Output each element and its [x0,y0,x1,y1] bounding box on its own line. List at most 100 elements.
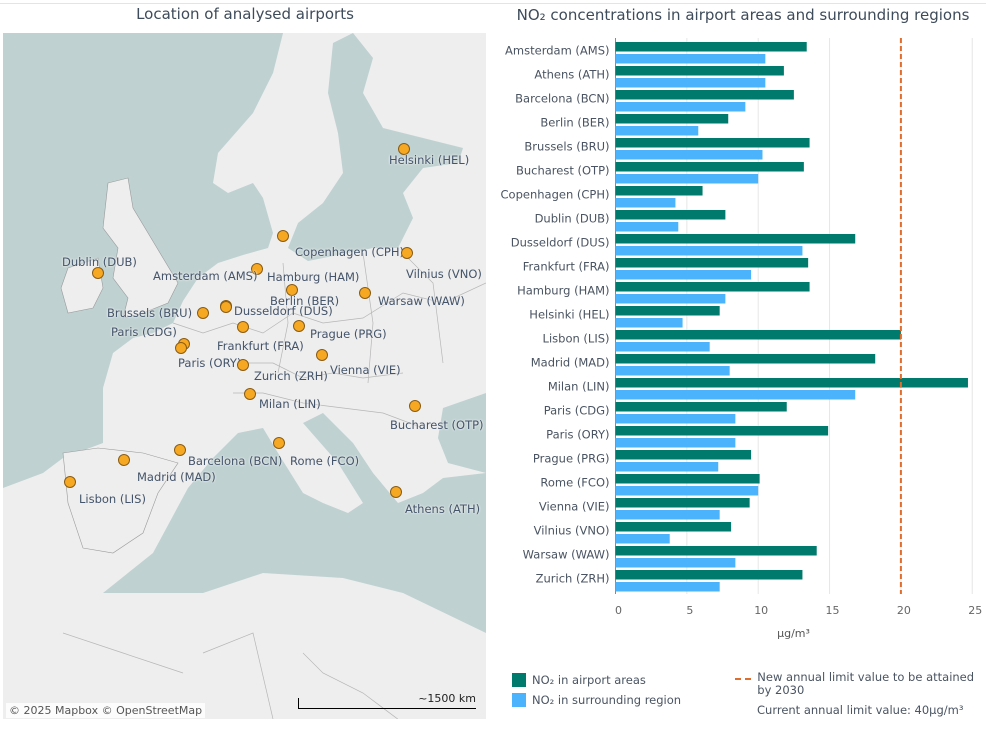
airport-marker[interactable] [237,321,249,333]
bar-airport [615,210,726,220]
airport-marker[interactable] [277,230,289,242]
airport-label: Warsaw (WAW) [378,294,465,308]
legend-swatch-airport [512,673,526,687]
airport-marker[interactable] [92,267,104,279]
bar-airport [615,162,804,172]
airport-marker[interactable] [401,247,413,259]
category-label: Dublin (DUB) [535,212,610,226]
bar-airport [615,330,901,340]
bar-region [615,390,856,400]
bar-airport [615,378,968,388]
map-scale-bar: ~1500 km [298,692,476,709]
category-label: Hamburg (HAM) [517,284,609,298]
legend-label-airport: NO₂ in airport areas [532,673,646,687]
airport-label: Dublin (DUB) [62,255,137,269]
land-iberia [62,447,179,554]
bar-region [615,318,683,328]
bar-region [615,150,763,160]
airport-marker[interactable] [273,437,285,449]
bar-region [615,198,676,208]
airport-marker[interactable] [220,301,232,313]
category-label: Warsaw (WAW) [523,548,610,562]
airport-marker[interactable] [409,400,421,412]
bar-airport [615,114,729,124]
airport-marker[interactable] [175,342,187,354]
airport-label: Dusseldorf (DUS) [234,304,333,318]
bar-airport [615,306,720,316]
map-title: Location of analysed airports [136,5,354,23]
airport-marker[interactable] [359,287,371,299]
airport-map[interactable]: Helsinki (HEL) Copenhagen (CPH) Vilnius (V… [3,33,486,719]
legend-item-region[interactable]: NO₂ in surrounding region [512,690,681,710]
category-label: Vilnius (VNO) [534,524,610,538]
airport-marker[interactable] [244,388,256,400]
bar-airport [615,138,810,148]
category-label: Athens (ATH) [534,68,609,82]
map-basemap [3,33,486,719]
bar-region [615,438,736,448]
top-divider [0,3,986,4]
x-axis-label: µg/m³ [777,627,810,640]
airport-label: Rome (FCO) [290,454,360,468]
bar-region [615,486,759,496]
bar-airport [615,570,803,580]
bar-airport [615,90,794,100]
bar-airport [615,234,856,244]
bar-region [615,54,766,64]
map-attribution[interactable]: © 2025 Mapbox © OpenStreetMap [6,703,206,718]
water-black-sea [438,393,486,473]
category-label: Copenhagen (CPH) [501,188,610,202]
bar-airport [615,498,750,508]
bar-airport [615,522,732,532]
airport-marker[interactable] [390,486,402,498]
chart-title: NO₂ concentrations in airport areas and … [516,6,970,24]
airport-label: Copenhagen (CPH) [295,245,404,259]
no2-bar-chart: 0 5 10 15 20 25 Amsterdam (AMS) Athens (ATH) Bar… [501,38,982,617]
bar-airport [615,426,829,436]
bar-airport [615,186,703,196]
airport-marker[interactable] [293,320,305,332]
category-label: Madrid (MAD) [531,356,610,370]
airport-marker[interactable] [197,307,209,319]
country-borders [62,252,486,719]
legend-label-region: NO₂ in surrounding region [532,693,682,707]
bar-region [615,342,710,352]
airport-label: Bucharest (OTP) [390,418,484,432]
airport-label: Vilnius (VNO) [406,267,482,281]
bar-region [615,174,759,184]
bar-airport [615,474,760,484]
category-label: Dusseldorf (DUS) [511,236,610,250]
legend-item-limit-line[interactable]: New annual limit value to be attained by… [735,671,975,697]
category-label: Prague (PRG) [533,452,610,466]
category-label: Milan (LIN) [548,380,610,394]
category-label: Brussels (BRU) [524,140,609,154]
bar-region [615,534,670,544]
scale-label: ~1500 km [418,692,476,705]
airport-marker[interactable] [174,444,186,456]
airport-label: Amsterdam (AMS) [153,269,258,283]
x-tick-label: 25 [968,604,982,617]
airport-marker[interactable] [316,349,328,361]
airport-marker[interactable] [118,454,130,466]
legend-swatch-region [512,693,526,707]
airport-label: Barcelona (BCN) [188,454,283,468]
dashed-line-icon [735,678,752,680]
airport-marker[interactable] [286,284,298,296]
category-label: Zurich (ZRH) [536,572,610,586]
airport-label: Madrid (MAD) [137,470,216,484]
airport-marker[interactable] [64,476,76,488]
legend-note: Current annual limit value: 40µg/m³ [757,703,964,717]
category-label: Berlin (BER) [540,116,609,130]
bar-airport [615,450,752,460]
bar-region [615,366,730,376]
airport-label: Milan (LIN) [259,397,321,411]
category-label: Barcelona (BCN) [515,92,609,106]
airport-marker[interactable] [251,263,263,275]
water-mediterranean [103,413,486,633]
airport-marker[interactable] [398,143,410,155]
legend-limit: New annual limit value to be attained by… [735,671,975,717]
legend-item-airport[interactable]: NO₂ in airport areas [512,670,681,690]
airport-label: Brussels (BRU) [107,306,193,320]
airport-label: Zurich (ZRH) [254,369,328,383]
airport-marker[interactable] [237,359,249,371]
